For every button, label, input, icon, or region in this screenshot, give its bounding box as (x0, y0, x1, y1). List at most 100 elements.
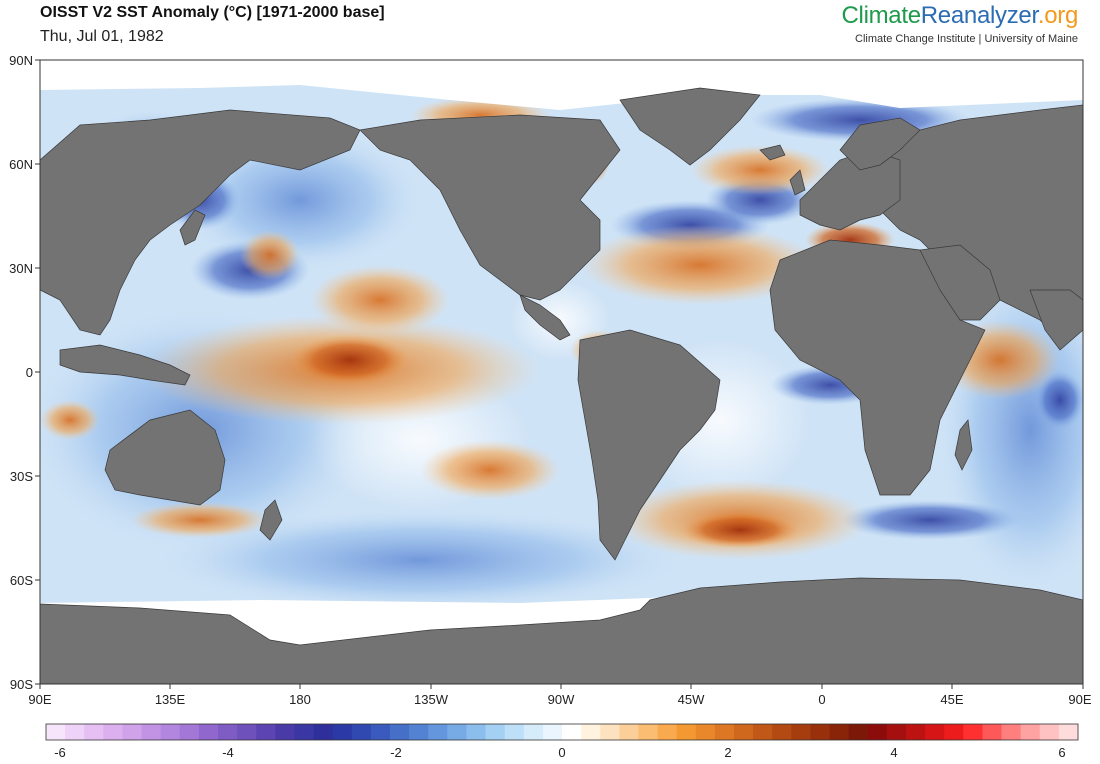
colorbar-swatch (84, 724, 104, 740)
colorbar-label-neg2: -2 (390, 745, 402, 760)
colorbar-swatch (753, 724, 773, 740)
iceland (759, 144, 786, 161)
colorbar-swatch (963, 724, 983, 740)
brand-block[interactable]: ClimateReanalyzer.org Climate Change Ins… (842, 2, 1079, 45)
colorbar-swatch (103, 724, 123, 740)
japan (179, 209, 206, 246)
north-america (359, 114, 621, 301)
colorbar-swatch (1020, 724, 1041, 740)
brand-subtitle: Climate Change Institute | University of… (855, 33, 1078, 45)
colorbar-labels: -6 -4 -2 0 2 4 6 (54, 745, 1065, 760)
colorbar-swatch (867, 724, 888, 740)
colorbar-swatch (848, 724, 869, 740)
colorbar-swatch (294, 724, 314, 740)
colorbar-swatch (1039, 724, 1060, 740)
europe (799, 149, 901, 231)
central-america (519, 294, 571, 341)
colorbar-swatch (160, 724, 181, 740)
colorbar-swatch (791, 724, 811, 740)
maritime-continent (59, 344, 191, 386)
colorbar-swatch (714, 724, 735, 740)
colorbar-swatch (122, 724, 142, 740)
colorbar-swatch (466, 724, 486, 740)
antarctica (40, 577, 1083, 684)
land-masses (40, 87, 1083, 684)
colorbar-swatch (256, 724, 276, 740)
colorbar-swatch (409, 724, 429, 740)
map-title: OISST V2 SST Anomaly (°C) [1971-2000 bas… (40, 4, 385, 21)
british-isles (789, 169, 806, 196)
lat-label-90n: 90N (9, 53, 33, 68)
lat-label-60s: 60S (10, 573, 33, 588)
colorbar-swatch (1001, 724, 1022, 740)
colorbar-swatch (141, 724, 162, 740)
colorbar-label-0: 0 (558, 745, 565, 760)
colorbar-swatch (542, 724, 563, 740)
lat-label-60n: 60N (9, 157, 33, 172)
longitude-axis: 90E 135E 180 135W 90W 45W 0 45E 90E (28, 684, 1092, 707)
lon-label-45e: 45E (940, 692, 963, 707)
lon-label-135w: 135W (414, 692, 449, 707)
colorbar-swatch (447, 724, 467, 740)
colorbar-swatch (944, 724, 964, 740)
colorbar-swatch (676, 724, 697, 740)
colorbar (46, 724, 1079, 740)
colorbar-label-2: 2 (724, 745, 731, 760)
colorbar-swatch (46, 724, 66, 740)
lat-label-0: 0 (26, 365, 33, 380)
colorbar-swatch (504, 724, 525, 740)
colorbar-label-neg6: -6 (54, 745, 66, 760)
colorbar-swatch (906, 724, 926, 740)
brand-logo[interactable]: ClimateReanalyzer.org (842, 2, 1079, 30)
map-date: Thu, Jul 01, 1982 (40, 28, 164, 45)
lon-label-45w: 45W (678, 692, 705, 707)
lon-label-90e-right: 90E (1068, 692, 1091, 707)
new-zealand (259, 499, 283, 541)
colorbar-frame (45, 723, 1079, 741)
colorbar-swatch (198, 724, 219, 740)
colorbar-swatch (179, 724, 200, 740)
colorbar-swatch (428, 724, 448, 740)
south-america (577, 329, 721, 561)
colorbar-swatch (600, 724, 620, 740)
lon-label-135e: 135E (155, 692, 186, 707)
colorbar-swatch (218, 724, 238, 740)
colorbar-swatch (562, 724, 582, 740)
colorbar-swatch (982, 724, 1002, 740)
madagascar (954, 419, 973, 471)
colorbar-swatch (390, 724, 410, 740)
colorbar-swatch (351, 724, 372, 740)
colorbar-swatch (313, 724, 334, 740)
arabia (919, 244, 1001, 321)
colorbar-swatch (275, 724, 295, 740)
colorbar-swatch (734, 724, 754, 740)
greenland (619, 87, 761, 166)
colorbar-swatch (925, 724, 945, 740)
colorbar-swatch (886, 724, 907, 740)
colorbar-swatch (237, 724, 257, 740)
brand-logo-part-climate: Climate (841, 2, 922, 29)
lat-label-30s: 30S (10, 469, 33, 484)
colorbar-swatch (810, 724, 830, 740)
colorbar-swatch (65, 724, 85, 740)
colorbar-swatch (370, 724, 391, 740)
colorbar-label-4: 4 (890, 745, 897, 760)
lon-label-90w: 90W (548, 692, 575, 707)
lat-label-30n: 30N (9, 261, 33, 276)
india (1029, 289, 1083, 351)
colorbar-swatch (619, 724, 639, 740)
eurasia (40, 109, 361, 336)
lat-label-90s: 90S (10, 677, 33, 692)
lon-label-0: 0 (818, 692, 825, 707)
lon-label-180: 180 (289, 692, 311, 707)
colorbar-swatch (523, 724, 544, 740)
colorbar-swatch (695, 724, 716, 740)
brand-logo-part-reanalyzer: Reanalyzer (920, 2, 1038, 29)
colorbar-swatch (829, 724, 850, 740)
latitude-axis: 90N 60N 30N 0 30S 60S 90S (9, 53, 40, 692)
colorbar-swatch (1058, 724, 1079, 740)
colorbar-swatch (772, 724, 792, 740)
australia (104, 409, 226, 506)
colorbar-label-neg4: -4 (222, 745, 234, 760)
brand-logo-part-org: .org (1037, 2, 1078, 29)
